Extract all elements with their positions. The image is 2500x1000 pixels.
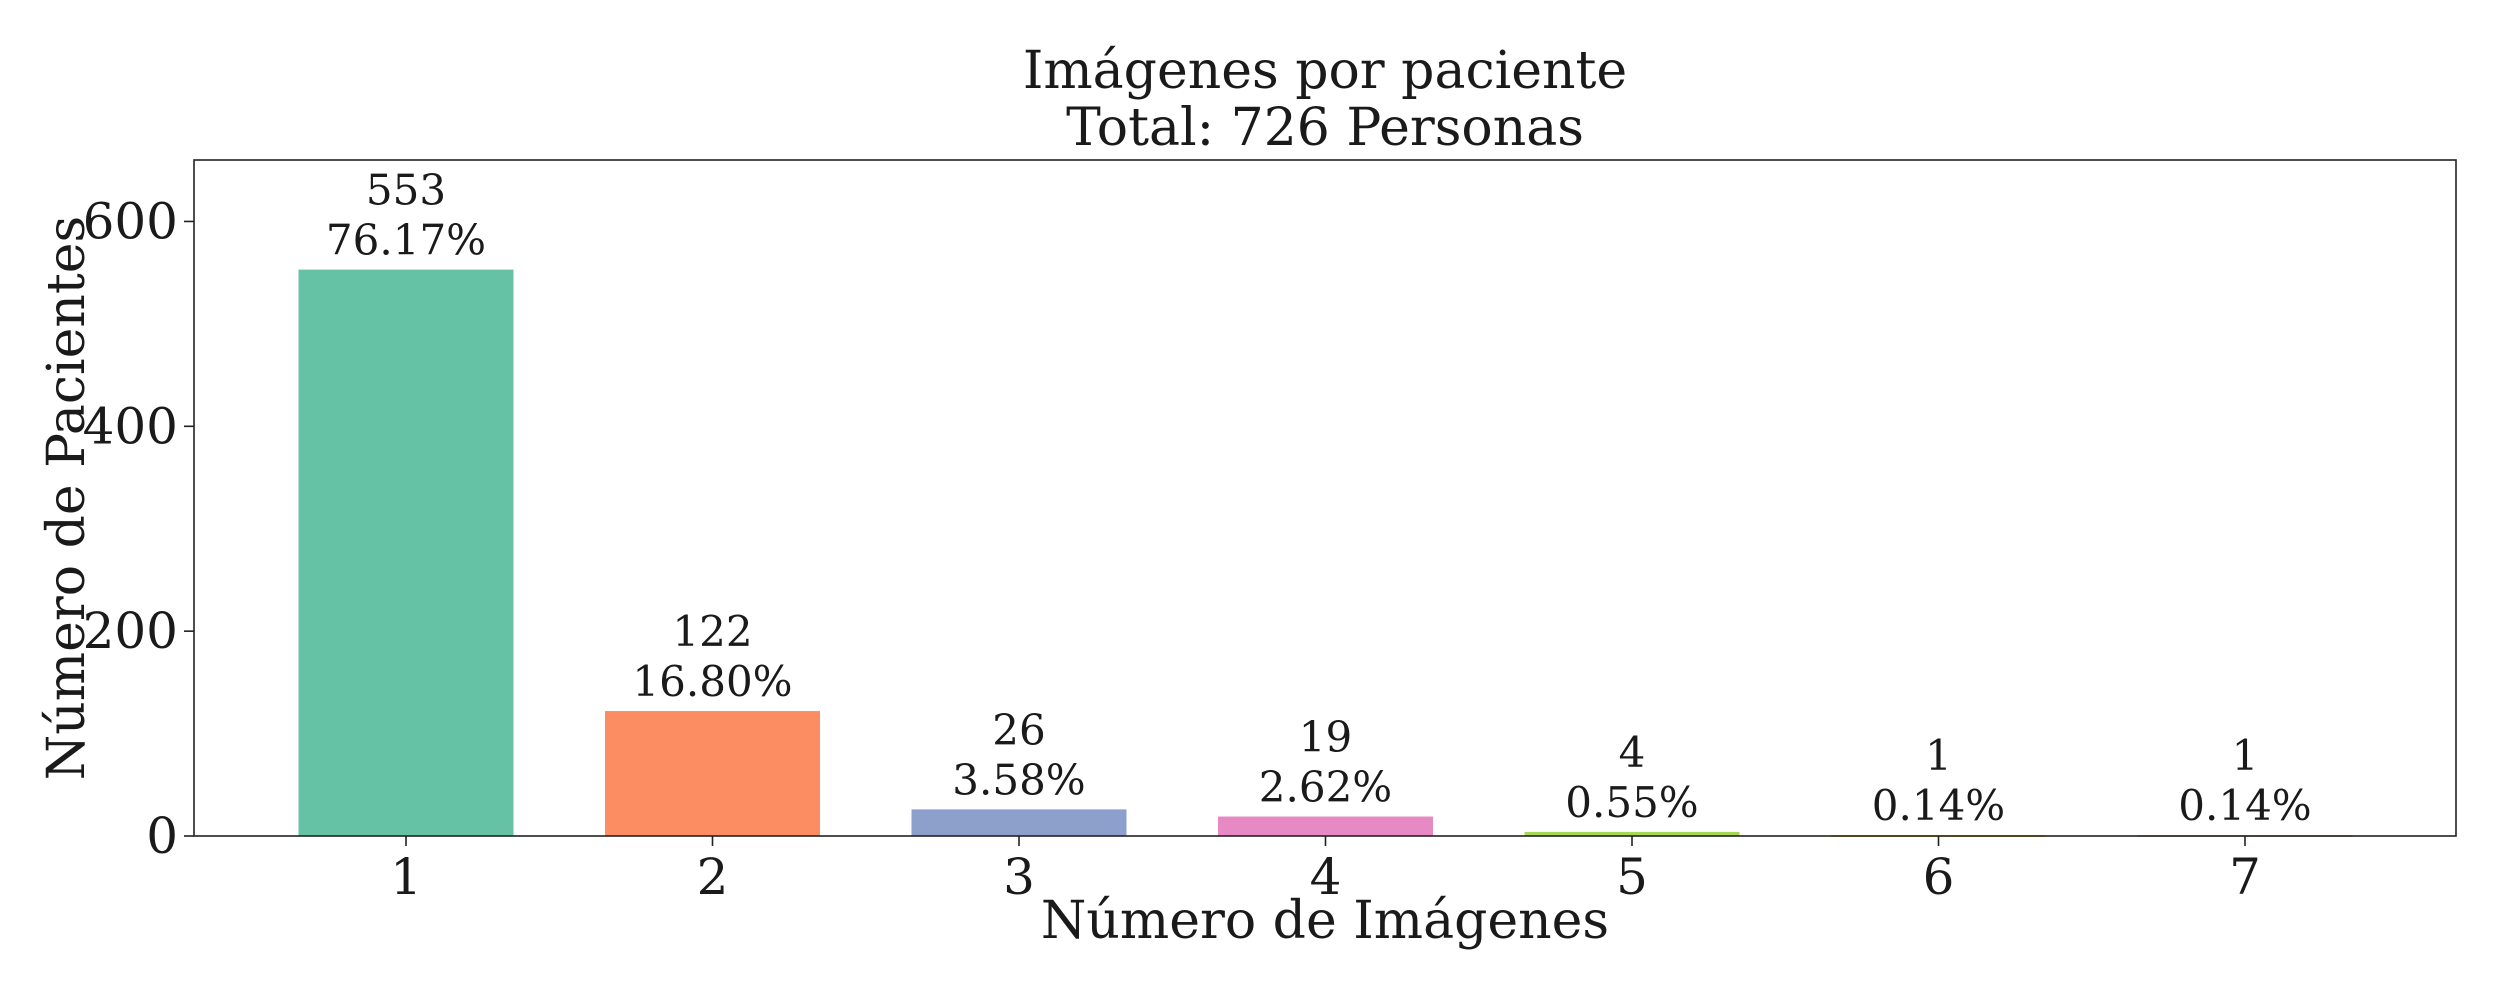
bar-count-label: 122 <box>672 607 752 656</box>
bar-percent-label: 3.58% <box>952 755 1085 804</box>
x-axis-ticks: 1 2 3 4 5 6 7 <box>390 836 2261 906</box>
x-tick-label: 1 <box>390 848 422 906</box>
bar-5 <box>1524 831 1740 836</box>
bar-count-label: 1 <box>1925 731 1952 780</box>
bar-percent-label: 76.17% <box>326 216 486 265</box>
y-tick-label: 600 <box>83 192 178 250</box>
y-tick-label: 400 <box>83 397 178 455</box>
bar-percent-label: 0.14% <box>1872 781 2005 830</box>
bar-count-label: 19 <box>1299 713 1352 762</box>
bar-percent-label: 16.80% <box>632 657 792 706</box>
chart-title: Imágenes por paciente <box>1023 41 1627 101</box>
bar-1 <box>298 269 514 836</box>
y-tick-label: 0 <box>146 807 178 865</box>
x-tick-label: 3 <box>1003 848 1035 906</box>
bar-count-label: 553 <box>366 166 446 215</box>
bar-count-label: 4 <box>1619 728 1646 777</box>
chart-subtitle: Total: 726 Personas <box>1066 98 1584 158</box>
bar-3 <box>911 809 1127 836</box>
x-tick-label: 6 <box>1923 848 1955 906</box>
y-tick-label: 200 <box>83 602 178 660</box>
x-tick-label: 4 <box>1310 848 1342 906</box>
bar-4 <box>1218 816 1433 836</box>
x-axis-label: Número de Imágenes <box>1041 891 1609 951</box>
bar-value-labels: 55376.17%12216.80%263.58%192.62%40.55%10… <box>326 166 2312 830</box>
bar-percent-label: 0.55% <box>1565 778 1698 827</box>
x-tick-label: 2 <box>697 848 729 906</box>
bar-2 <box>605 711 820 836</box>
x-tick-label: 7 <box>2229 848 2261 906</box>
plot-frame <box>193 159 2457 837</box>
bar-count-label: 1 <box>2232 731 2259 780</box>
y-axis-label: Número de Pacientes <box>37 216 97 780</box>
x-tick-label: 5 <box>1616 848 1648 906</box>
y-axis-ticks: 0 200 400 600 <box>83 192 194 865</box>
bar-percent-label: 0.14% <box>2178 781 2311 830</box>
bar-percent-label: 2.62% <box>1259 763 1392 812</box>
bar-count-label: 26 <box>992 705 1045 754</box>
